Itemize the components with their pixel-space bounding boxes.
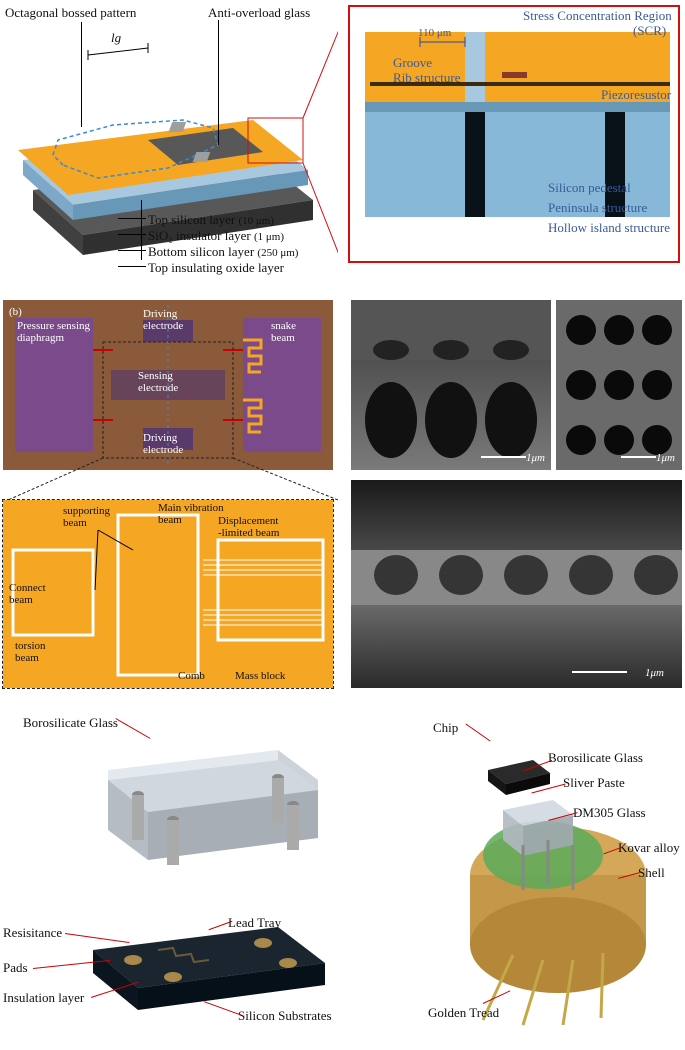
label-hollow: Hollow island structure	[548, 220, 670, 236]
scale-2	[621, 456, 656, 458]
sem-2: 1μm	[556, 300, 682, 470]
panel-b-marker: (b)	[9, 306, 22, 318]
scale-3	[572, 671, 627, 673]
label-rib: Rib structure	[393, 70, 461, 86]
lbl-resistance: Resisitance	[3, 925, 62, 941]
lbl-boro2: Borosilicate Glass	[548, 750, 643, 766]
lbl-mass: Mass block	[235, 670, 285, 682]
label-sio2: SiO₂ insulator layer (1 μm)	[148, 228, 284, 244]
label-piezo: Piezoresustor	[601, 87, 671, 103]
zoom-lines	[3, 455, 343, 505]
lbl-chip: Chip	[433, 720, 458, 736]
label-botsi: Bottom silicon layer (250 μm)	[148, 244, 298, 260]
schematic-bottom: supporting beam Main vibration beam Disp…	[3, 500, 333, 688]
label-silicon-pedestal: Silicon pedestal	[548, 180, 631, 196]
lbl-mainvib: Main vibration beam	[158, 502, 224, 526]
scale-1-txt: 1μm	[526, 452, 545, 464]
lbl-shell: Shell	[638, 865, 665, 881]
label-lg: lg	[111, 30, 121, 46]
schematic-top: Pressure sensing diaphragm Driving elect…	[3, 300, 333, 470]
lbl-driving1: Driving electrode	[143, 308, 183, 332]
lbl-comb: Comb	[178, 670, 205, 682]
label-topoxide: Top insulating oxide layer	[148, 260, 284, 276]
lbl-insulation: Insulation layer	[3, 990, 84, 1006]
label-scr2: (SCR)	[633, 23, 666, 39]
lbl-torsion: torsion beam	[15, 640, 46, 664]
panel-b: (b) Pressure sensing diaphragm	[3, 300, 682, 690]
panel-c: Borosilicate Glass Resisitance Pads Insu…	[3, 710, 682, 1045]
lbl-leadtray: Lead Tray	[228, 915, 281, 931]
scale-1	[481, 456, 526, 458]
label-octagonal: Octagonal bossed pattern	[5, 5, 136, 21]
label-dim110: 110 μm	[418, 27, 451, 39]
lbl-golden: Golden Tread	[428, 1005, 499, 1021]
sem-3: 1μm	[351, 480, 682, 688]
label-peninsula: Peninsula structure	[548, 200, 647, 216]
lead-layers-h4	[118, 266, 146, 267]
label-scr1: Stress Concentration Region	[523, 8, 672, 24]
label-antioverload: Anti-overload glass	[208, 5, 310, 21]
lbl-borosilicate: Borosilicate Glass	[23, 715, 118, 731]
label-topsi: Top silicon layer (10 μm)	[148, 212, 274, 228]
lead-octagonal	[81, 22, 82, 127]
label-groove: Groove	[393, 55, 432, 71]
lead-layers-h2	[118, 234, 146, 235]
scale-2-txt: 1μm	[656, 452, 675, 464]
lbl-dm305: DM305 Glass	[573, 805, 646, 821]
lbl-connect: Connect beam	[9, 582, 46, 606]
lbl-driving2: Driving electrode	[143, 432, 183, 456]
lbl-sliver: Sliver Paste	[563, 775, 625, 791]
lbl-pressure: Pressure sensing diaphragm	[17, 320, 90, 344]
scale-3-txt: 1μm	[645, 667, 664, 679]
lead-layers-h1	[118, 218, 146, 219]
lbl-snake: snake beam	[271, 320, 296, 344]
lbl-pads: Pads	[3, 960, 28, 976]
lbl-supporting: supporting beam	[63, 505, 110, 529]
panel-a: Octagonal bossed pattern lg Anti-overloa…	[3, 0, 682, 290]
lbl-silicon-sub: Silicon Substrates	[238, 1008, 332, 1024]
lead-layers	[141, 200, 142, 260]
lead-layers-h3	[118, 250, 146, 251]
sem-1: 1μm	[351, 300, 551, 470]
lbl-sensing: Sensing electrode	[138, 370, 178, 394]
lbl-kovar: Kovar alloy	[618, 840, 680, 856]
lead-antioverload	[218, 20, 219, 145]
lbl-displacement: Displacement -limited beam	[218, 515, 279, 539]
